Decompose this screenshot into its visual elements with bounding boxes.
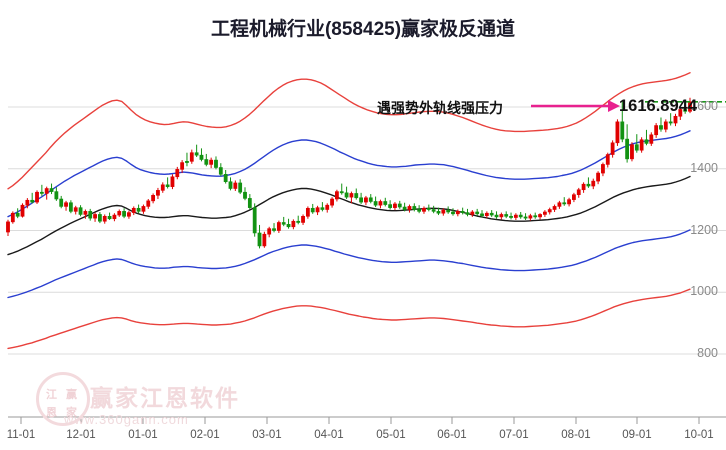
watermark-url: www.360gann.com	[64, 412, 189, 427]
y-axis-tick-label: 1600	[690, 99, 718, 113]
channel-bands-group	[7, 72, 691, 350]
current-price-label: 1616.8944	[619, 97, 697, 115]
x-axis-tick-label: 10-01	[684, 429, 714, 441]
x-axis-tick-label: 08-01	[561, 429, 591, 441]
x-axis-tick-label: 06-01	[437, 429, 467, 441]
annotation-overlay-group	[531, 100, 726, 112]
page-title: 工程机械行业(858425)赢家极反通道	[210, 19, 516, 40]
watermark-brand: 赢家江恩软件	[90, 385, 240, 411]
x-axis-tick-label: 12-01	[66, 429, 96, 441]
x-axis-tick-label: 11-01	[6, 429, 36, 441]
x-axis-tick-label: 05-01	[376, 429, 406, 441]
watermark-logo-char: 家	[66, 407, 77, 419]
y-axis-tick-label: 1400	[690, 160, 718, 175]
y-axis-tick-label: 1000	[690, 284, 718, 299]
candlesticks-group	[6, 97, 692, 249]
x-axis-tick-label: 02-01	[190, 429, 220, 441]
x-axis-tick-label: 09-01	[622, 429, 652, 441]
x-axis-tick-label: 04-01	[314, 429, 344, 441]
watermark-logo-char: 恩	[46, 407, 57, 419]
x-axis-tick-label: 07-01	[499, 429, 529, 441]
axis-group	[8, 416, 726, 424]
watermark-logo-char: 赢	[66, 389, 77, 401]
annotation-label: 遇强势外轨线强压力	[377, 100, 503, 116]
y-axis-tick-label: 1200	[690, 222, 718, 237]
y-axis-tick-label: 800	[697, 346, 718, 360]
x-axis-tick-label: 03-01	[252, 429, 282, 441]
watermark-logo: 江赢恩家	[36, 372, 90, 426]
watermark-logo-char: 江	[46, 389, 57, 401]
x-axis-tick-label: 01-01	[128, 429, 158, 441]
